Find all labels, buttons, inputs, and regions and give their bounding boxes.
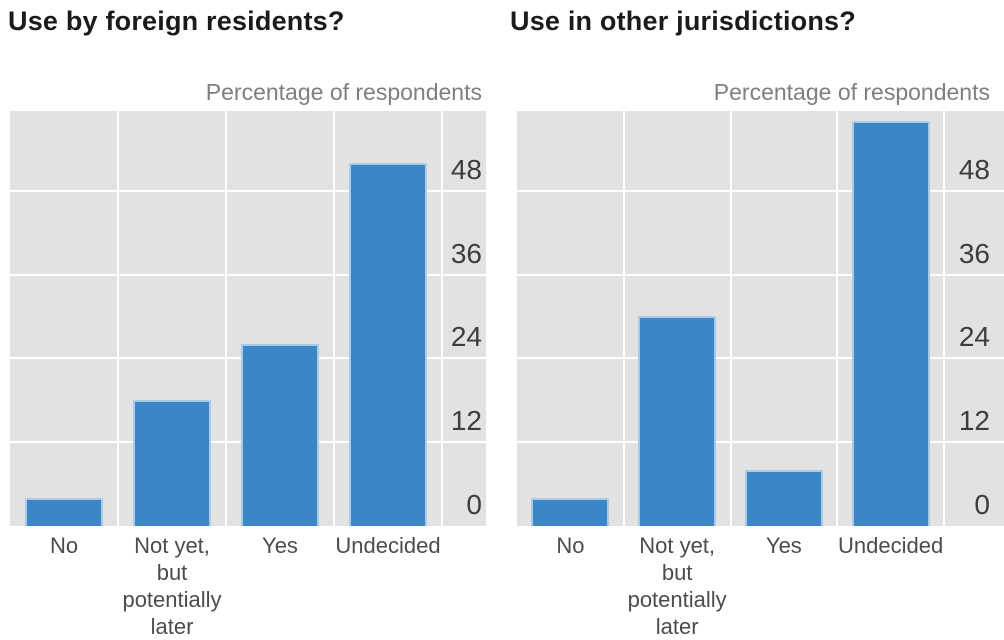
x-tick-label: Not yet, but potentially later: [627, 533, 727, 639]
x-tick-label: No: [556, 533, 585, 558]
bar-no: [25, 498, 103, 526]
bar-not-yet-but-potentially-later: [638, 316, 717, 526]
bar-no: [531, 498, 610, 526]
x-axis-labels: No Not yet, but potentially later Yes Undec…: [517, 532, 944, 640]
x-tick-label: Not yet, but potentially later: [122, 533, 222, 639]
gridline-horizontal-36: [517, 273, 1004, 276]
x-axis-labels: No Not yet, but potentially later Yes Undec…: [10, 532, 442, 640]
x-tick-label: Yes: [765, 533, 802, 558]
y-tick-label-0: 0: [466, 489, 482, 520]
y-tick-label-12: 12: [958, 405, 990, 437]
chart-other-jurisdictions: Use in other jurisdictions? Percentage o…: [502, 0, 1004, 640]
gridline-horizontal-48: [517, 189, 1004, 192]
gridline-horizontal-36: [10, 273, 486, 276]
bar-undecided: [349, 162, 427, 526]
plot-panel: 0 12 24 36 48: [10, 111, 486, 526]
gridline-vertical-4: [943, 111, 945, 526]
gridline-vertical-4: [441, 111, 443, 526]
x-tick-label: Undecided: [335, 533, 441, 558]
gridline-vertical-3: [836, 111, 839, 526]
plot-panel: 0 12 24 36 48: [517, 111, 1004, 526]
y-axis-title: Percentage of respondents: [205, 79, 482, 105]
x-tick-label: Undecided: [838, 533, 944, 558]
y-tick-label-36: 36: [958, 237, 990, 269]
bar-yes: [744, 470, 823, 526]
x-tick-label: No: [49, 533, 79, 558]
y-axis-title: Percentage of respondents: [713, 79, 990, 105]
gridline-vertical-3: [333, 111, 335, 526]
chart-title: Use by foreign residents?: [8, 6, 345, 36]
bar-yes: [241, 344, 319, 526]
gridline-horizontal-48: [10, 189, 486, 192]
y-tick-label-36: 36: [450, 237, 482, 269]
gridline-vertical-2: [225, 111, 227, 526]
y-tick-label-48: 48: [958, 153, 990, 185]
gridline-vertical-1: [622, 111, 625, 526]
y-tick-label-24: 24: [450, 321, 482, 353]
bar-undecided: [851, 120, 930, 526]
gridline-vertical-1: [117, 111, 119, 526]
y-tick-label-0: 0: [974, 489, 990, 520]
gridline-vertical-2: [729, 111, 732, 526]
y-tick-label-12: 12: [450, 405, 482, 437]
bar-not-yet-but-potentially-later: [133, 400, 211, 526]
y-tick-label-24: 24: [958, 321, 990, 353]
chart-foreign-residents: Use by foreign residents? Percentage of …: [8, 6, 486, 640]
chart-title: Use in other jurisdictions?: [510, 6, 856, 36]
gridline-horizontal-24: [517, 357, 1004, 360]
x-tick-label: Yes: [262, 533, 298, 558]
gridline-horizontal-12: [517, 441, 1004, 444]
y-tick-label-48: 48: [450, 153, 482, 185]
